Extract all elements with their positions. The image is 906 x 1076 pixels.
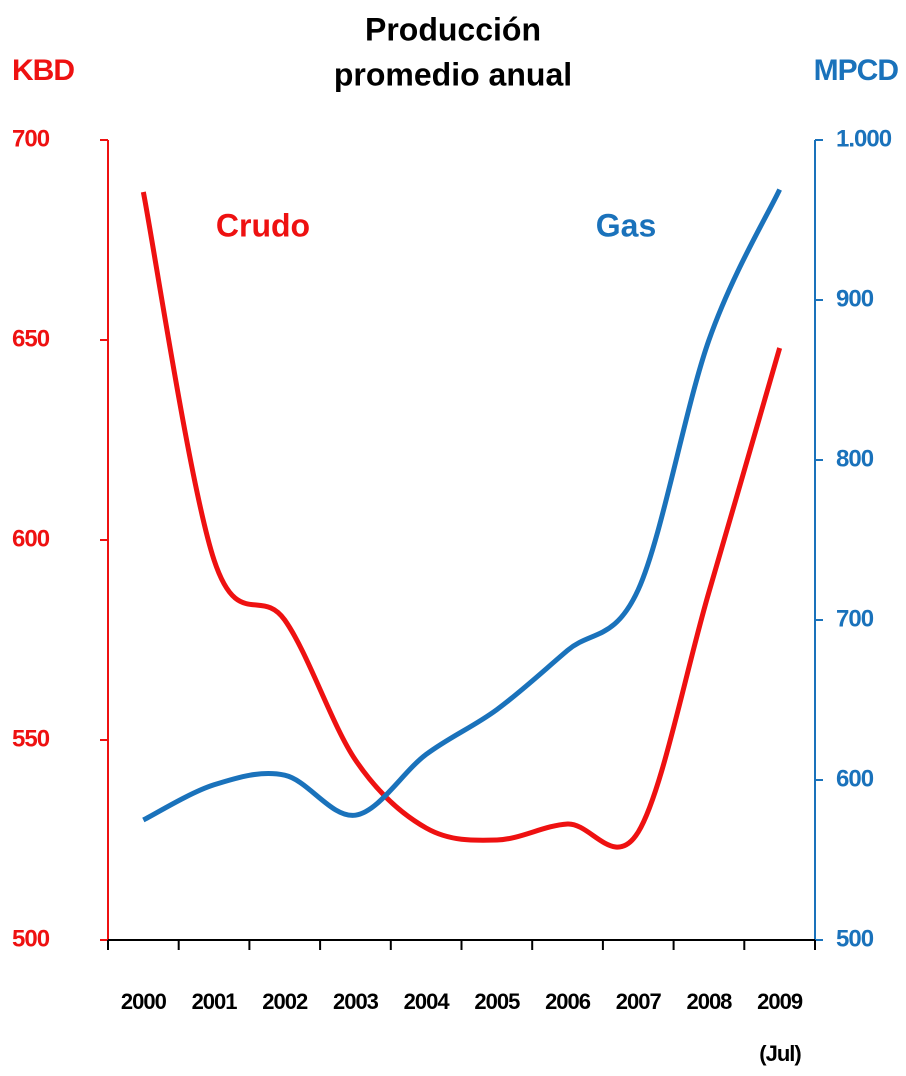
x-tick-label: 2003 — [333, 989, 379, 1014]
y-tick-label: 650 — [12, 325, 50, 352]
y2-tick-label: 1.000 — [836, 125, 892, 152]
x-tick-label: 2002 — [262, 989, 308, 1014]
y-tick-label: 550 — [12, 725, 50, 752]
y2-axis-label: MPCD — [814, 54, 899, 87]
y-tick-label: 600 — [12, 525, 50, 552]
x-tick-label: 2004 — [404, 989, 451, 1014]
y2-tick-label: 900 — [836, 285, 874, 312]
x-tick-label: 2005 — [474, 989, 520, 1014]
x-tick-label: 2009 — [757, 989, 803, 1014]
y-tick-label: 500 — [12, 925, 50, 952]
chart-title: Producción — [365, 11, 541, 47]
y2-tick-label: 700 — [836, 605, 874, 632]
series-label: Crudo — [216, 207, 310, 243]
series-label: Gas — [596, 207, 656, 243]
y2-tick-label: 800 — [836, 445, 874, 472]
y2-tick-label: 500 — [836, 925, 874, 952]
y2-tick-label: 600 — [836, 765, 874, 792]
x-tick-label: 2007 — [616, 989, 662, 1014]
x-tick-label: 2008 — [686, 989, 732, 1014]
category-note: (Jul) — [759, 1041, 801, 1066]
chart-title: promedio anual — [334, 56, 572, 92]
x-tick-label: 2006 — [545, 989, 591, 1014]
series-line — [142, 188, 782, 823]
x-tick-label: 2000 — [121, 989, 167, 1014]
series-line — [140, 191, 783, 850]
y-axis-label: KBD — [12, 54, 74, 87]
x-tick-label: 2001 — [192, 989, 238, 1014]
y-tick-label: 700 — [12, 125, 50, 152]
